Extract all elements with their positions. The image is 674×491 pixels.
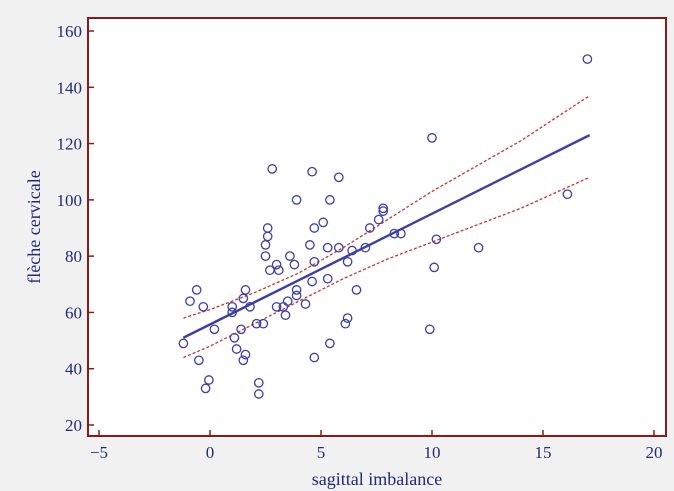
- data-point: [291, 290, 302, 301]
- data-point: [427, 133, 437, 143]
- data-point: [305, 240, 315, 250]
- data-point: [291, 195, 302, 205]
- data-point: [322, 242, 333, 253]
- data-point: [282, 296, 293, 307]
- data-point: [582, 54, 593, 64]
- data-point: [300, 299, 311, 309]
- data-point: [240, 285, 251, 295]
- data-point: [396, 228, 406, 239]
- data-point: [325, 338, 335, 349]
- data-point: [285, 251, 295, 261]
- data-point: [307, 276, 317, 287]
- data-point: [227, 301, 238, 312]
- data-point: [389, 228, 400, 239]
- data-point: [333, 242, 344, 253]
- y-tick-label: 80: [65, 247, 82, 266]
- data-point: [267, 164, 278, 174]
- data-point: [185, 296, 195, 307]
- data-point: [373, 214, 384, 225]
- data-point: [178, 338, 189, 349]
- data-point: [562, 189, 573, 200]
- data-point: [260, 251, 271, 261]
- data-point: [360, 242, 371, 253]
- data-point: [204, 375, 214, 385]
- data-point: [231, 344, 242, 354]
- data-point: [280, 310, 291, 321]
- data-point: [378, 203, 389, 214]
- y-tick-label: 40: [65, 360, 82, 379]
- data-point: [309, 223, 320, 233]
- data-point: [424, 324, 435, 335]
- data-point: [322, 273, 333, 284]
- x-axis-title: sagittal imbalance: [312, 469, 442, 489]
- data-point: [198, 301, 209, 312]
- data-point: [191, 285, 202, 295]
- regression-line-group: [182, 134, 591, 339]
- data-point: [309, 352, 320, 363]
- y-tick-label: 140: [57, 78, 83, 97]
- plot-area: [87, 17, 667, 437]
- data-point: [347, 245, 357, 256]
- data-point: [431, 234, 442, 245]
- confidence-lower-line: [183, 176, 590, 359]
- data-point: [209, 324, 220, 335]
- data-points: [178, 54, 593, 399]
- data-point: [364, 223, 375, 233]
- x-tick-label: 0: [206, 443, 215, 462]
- y-axis-title: flèche cervicale: [24, 170, 44, 283]
- data-point: [342, 256, 353, 267]
- data-point: [473, 242, 484, 253]
- data-point: [236, 324, 246, 335]
- data-point: [429, 262, 440, 273]
- data-point: [200, 383, 211, 394]
- data-point: [325, 195, 335, 205]
- x-tick-label: −5: [90, 443, 108, 462]
- data-point: [251, 318, 262, 329]
- data-point: [378, 206, 389, 216]
- y-tick-label: 60: [65, 303, 82, 322]
- data-point: [253, 389, 264, 399]
- data-point: [309, 256, 320, 267]
- x-tick-label: 5: [317, 443, 326, 462]
- confidence-band: [183, 95, 590, 359]
- data-point: [271, 301, 282, 312]
- x-tick-label: 10: [424, 443, 441, 462]
- y-tick-label: 20: [65, 416, 82, 435]
- data-point: [340, 318, 351, 329]
- y-tick-label: 160: [57, 22, 83, 41]
- y-tick-label: 100: [57, 191, 83, 210]
- y-axis-ticks: 20 40 60 80 100 120 140 160: [57, 22, 94, 435]
- data-point: [227, 307, 238, 318]
- x-tick-label: 20: [646, 443, 663, 462]
- data-point: [271, 259, 282, 270]
- data-point: [307, 166, 317, 177]
- data-point: [245, 301, 255, 312]
- x-tick-label: 15: [535, 443, 552, 462]
- y-tick-label: 120: [57, 135, 83, 154]
- data-point: [253, 377, 264, 388]
- data-point: [194, 355, 204, 366]
- data-point: [238, 355, 249, 366]
- data-point: [258, 318, 269, 329]
- data-point: [318, 217, 329, 228]
- confidence-upper-line: [183, 95, 590, 319]
- data-point: [333, 172, 344, 183]
- data-point: [289, 259, 300, 270]
- data-point: [240, 349, 251, 360]
- x-axis-ticks: −5 0 5 10 15 20: [90, 430, 663, 462]
- data-point: [291, 285, 302, 295]
- regression-line: [182, 134, 591, 339]
- data-point: [351, 285, 362, 295]
- data-point: [229, 332, 240, 343]
- data-point: [273, 265, 284, 276]
- data-point: [342, 313, 353, 323]
- data-point: [262, 223, 273, 233]
